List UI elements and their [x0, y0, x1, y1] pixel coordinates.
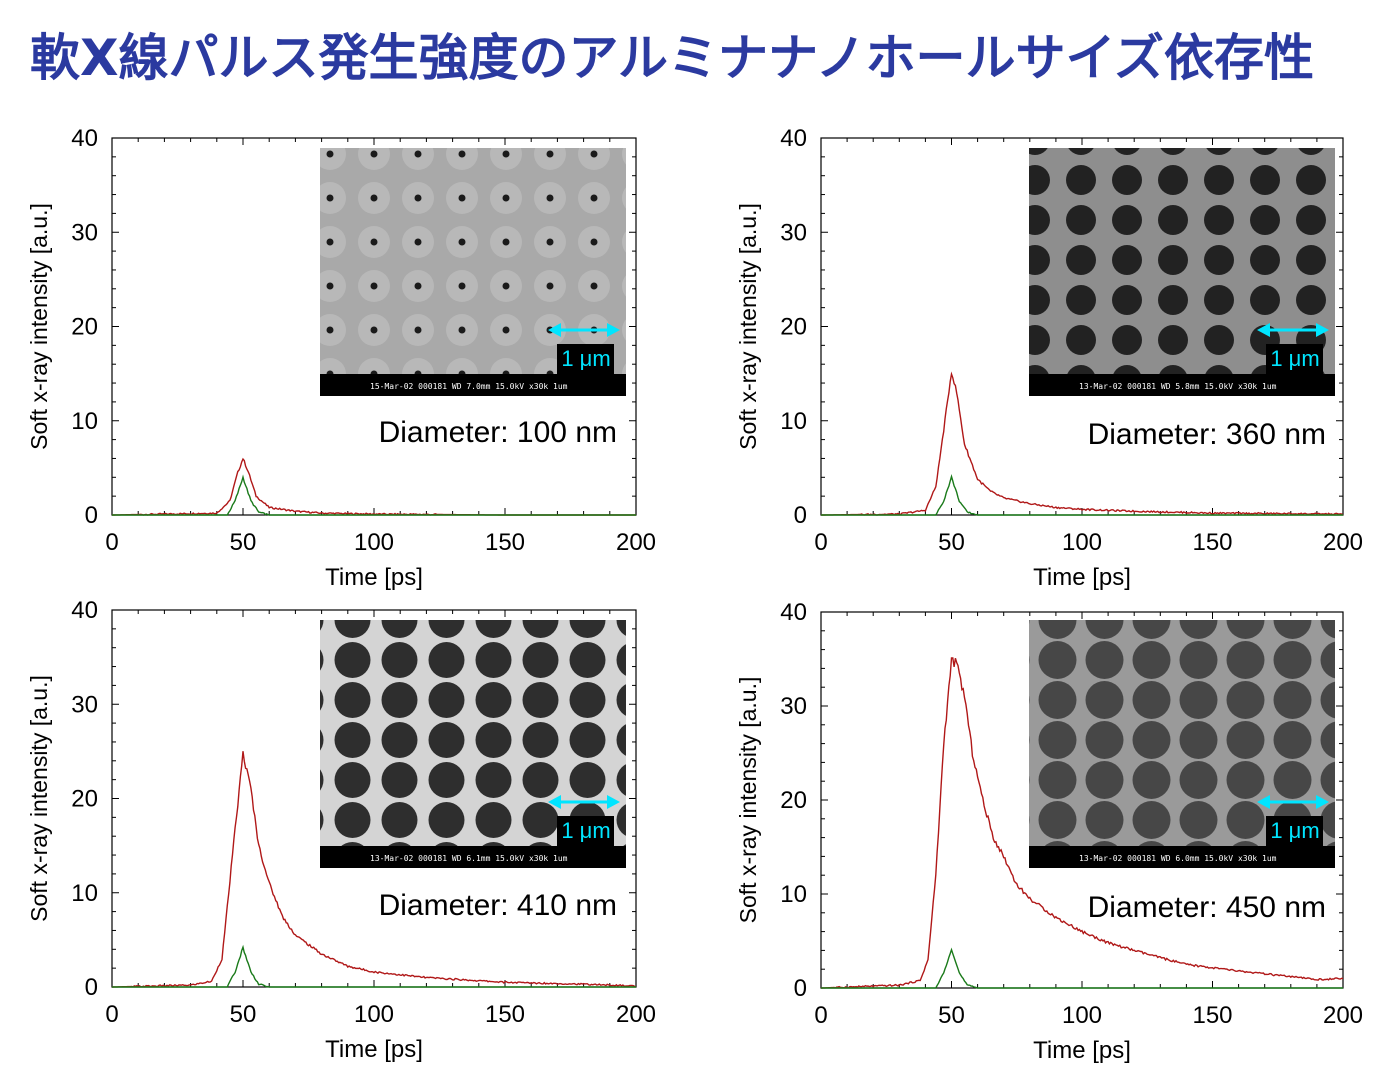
- sem-info-bar: [320, 846, 626, 868]
- x-tick-label: 50: [938, 1002, 965, 1029]
- x-tick-label: 150: [485, 1001, 525, 1028]
- scale-arrow-head-left: [548, 795, 561, 809]
- y-tick-label: 20: [780, 787, 807, 814]
- y-tick-label: 0: [85, 974, 98, 1001]
- y-tick-label: 0: [794, 502, 807, 529]
- series-line-green: [821, 947, 1343, 989]
- scale-arrow-head-left: [1257, 795, 1270, 809]
- diameter-annotation: Diameter: 410 nm: [379, 889, 617, 922]
- x-tick-label: 100: [1062, 1002, 1102, 1029]
- y-tick-label: 40: [780, 125, 807, 152]
- sem-inset-image: 13-Mar-02 000181 WD 6.0mm 15.0kV x30k 1u…: [1029, 620, 1335, 868]
- x-tick-label: 150: [1192, 529, 1232, 556]
- chart-panel-4: 0 50 100 150 200 0 10 20 30 40 Time [ps] Soft x-ray…: [735, 599, 1363, 1064]
- sem-inset-image: 13-Mar-02 000181 WD 5.8mm 15.0kV x30k 1u…: [1029, 148, 1335, 396]
- sem-inset-image: 15-Mar-02 000181 WD 7.0mm 15.0kV x30k 1u…: [320, 148, 626, 396]
- scale-arrow-head-left: [548, 323, 561, 337]
- series-line-green: [821, 473, 1343, 516]
- series-line-red: [821, 657, 1344, 989]
- x-tick-label: 200: [1323, 1002, 1363, 1029]
- y-tick-label: 0: [85, 502, 98, 529]
- scale-arrow-head-left: [1257, 323, 1270, 337]
- sem-info-text: 15-Mar-02 000181 WD 7.0mm 15.0kV x30k 1u…: [370, 382, 568, 391]
- x-tick-label: 200: [616, 1001, 656, 1028]
- y-tick-label: 40: [71, 597, 98, 624]
- scale-label-box: [1266, 816, 1323, 846]
- series-line-green: [112, 474, 636, 516]
- scale-label-box: [1266, 344, 1323, 374]
- scale-arrow-head-right: [1316, 795, 1329, 809]
- scale-arrow-head-right: [607, 323, 620, 337]
- series-line-red: [821, 371, 1344, 516]
- page-title: 軟X線パルス発生強度のアルミナナノホールサイズ依存性: [30, 29, 1315, 87]
- chart-panel-3: 0 50 100 150 200 0 10 20 30 40 Time [ps] Soft x-ray…: [26, 597, 656, 1063]
- y-tick-label: 10: [780, 408, 807, 435]
- scale-label: 1 μm: [1270, 818, 1319, 843]
- y-tick-label: 20: [71, 786, 98, 813]
- scale-label-box: [557, 816, 614, 846]
- sem-inset-image: 13-Mar-02 000181 WD 6.1mm 15.0kV x30k 1u…: [320, 620, 626, 868]
- y-tick-label: 40: [780, 599, 807, 626]
- x-tick-label: 100: [1062, 529, 1102, 556]
- sem-info-bar: [1029, 846, 1335, 868]
- x-axis-label: Time [ps]: [325, 564, 423, 591]
- chart-panel-2: 0 50 100 150 200 0 10 20 30 40 Time [ps] Soft x-ray…: [735, 125, 1363, 591]
- x-tick-label: 0: [105, 1001, 118, 1028]
- series-line-red: [112, 457, 636, 516]
- y-tick-label: 30: [71, 219, 98, 246]
- x-axis-label: Time [ps]: [325, 1036, 423, 1063]
- x-tick-label: 100: [354, 1001, 394, 1028]
- sem-info-bar: [320, 374, 626, 396]
- x-tick-label: 0: [105, 529, 118, 556]
- diameter-annotation: Diameter: 100 nm: [379, 416, 617, 449]
- sem-info-bar: [1029, 374, 1335, 396]
- sem-info-text: 13-Mar-02 000181 WD 6.1mm 15.0kV x30k 1u…: [370, 854, 568, 863]
- chart-panel-1: 0 50 100 150 200 0 10 20 30 40 Time [ps] Soft x-ray…: [26, 125, 656, 591]
- x-tick-label: 200: [1323, 529, 1363, 556]
- scale-arrow-head-right: [1316, 323, 1329, 337]
- x-tick-label: 0: [814, 529, 827, 556]
- scale-label-box: [557, 344, 614, 374]
- x-axis-label: Time [ps]: [1033, 564, 1131, 591]
- y-tick-label: 10: [71, 880, 98, 907]
- y-axis-label: Soft x-ray intensity [a.u.]: [26, 203, 52, 450]
- series-line-green: [112, 944, 636, 988]
- x-tick-label: 50: [230, 1001, 257, 1028]
- y-tick-label: 10: [780, 881, 807, 908]
- series-line-red: [112, 751, 637, 988]
- y-axis-label: Soft x-ray intensity [a.u.]: [26, 675, 52, 922]
- x-tick-label: 200: [616, 529, 656, 556]
- x-tick-label: 50: [230, 529, 257, 556]
- y-tick-label: 30: [780, 693, 807, 720]
- scale-label: 1 μm: [561, 346, 610, 371]
- scale-arrow-head-right: [607, 795, 620, 809]
- y-tick-label: 0: [794, 975, 807, 1002]
- x-tick-label: 50: [938, 529, 965, 556]
- x-tick-label: 150: [1192, 1002, 1232, 1029]
- y-tick-label: 30: [71, 691, 98, 718]
- y-axis-label: Soft x-ray intensity [a.u.]: [735, 203, 761, 450]
- sem-info-text: 13-Mar-02 000181 WD 5.8mm 15.0kV x30k 1u…: [1079, 382, 1277, 391]
- y-tick-label: 40: [71, 125, 98, 152]
- scale-label: 1 μm: [561, 818, 610, 843]
- x-tick-label: 0: [814, 1002, 827, 1029]
- diameter-annotation: Diameter: 450 nm: [1088, 891, 1326, 924]
- sem-info-text: 13-Mar-02 000181 WD 6.0mm 15.0kV x30k 1u…: [1079, 854, 1277, 863]
- y-tick-label: 10: [71, 408, 98, 435]
- diameter-annotation: Diameter: 360 nm: [1088, 418, 1326, 451]
- y-axis-label: Soft x-ray intensity [a.u.]: [735, 677, 761, 924]
- y-tick-label: 30: [780, 219, 807, 246]
- x-axis-label: Time [ps]: [1033, 1037, 1131, 1064]
- y-tick-label: 20: [780, 314, 807, 341]
- x-tick-label: 100: [354, 529, 394, 556]
- x-tick-label: 150: [485, 529, 525, 556]
- scale-label: 1 μm: [1270, 346, 1319, 371]
- y-tick-label: 20: [71, 314, 98, 341]
